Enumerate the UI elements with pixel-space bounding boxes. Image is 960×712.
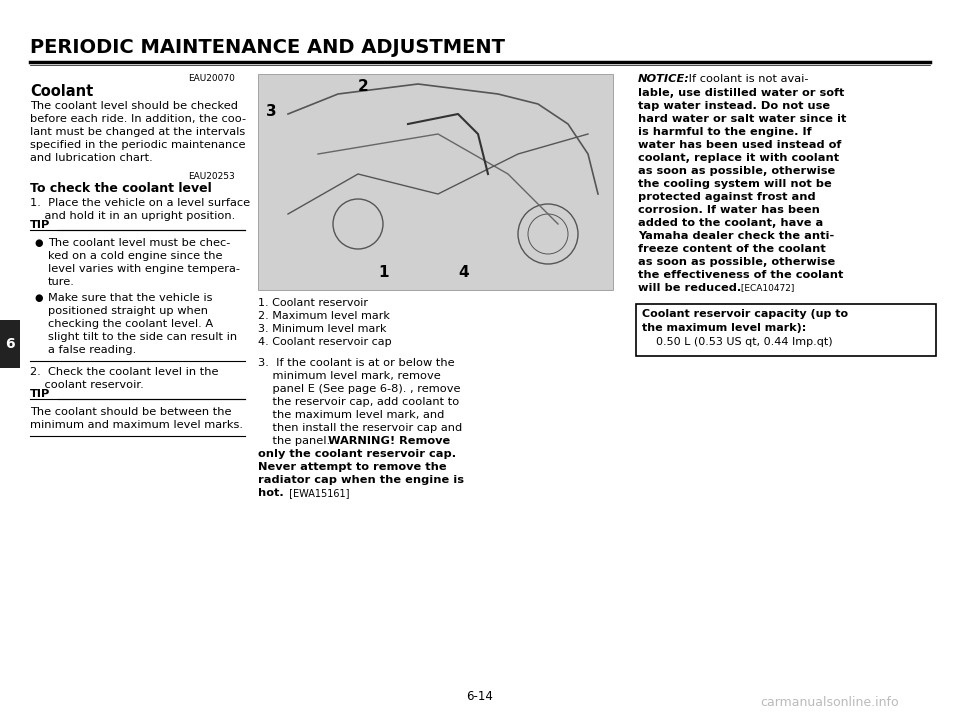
Text: 3. Minimum level mark: 3. Minimum level mark (258, 324, 387, 334)
Text: [ECA10472]: [ECA10472] (738, 283, 794, 292)
Text: panel E (See page 6-8). , remove: panel E (See page 6-8). , remove (258, 384, 461, 394)
Text: 1. Coolant reservoir: 1. Coolant reservoir (258, 298, 368, 308)
Text: lant must be changed at the intervals: lant must be changed at the intervals (30, 127, 245, 137)
Text: WARNING! Remove: WARNING! Remove (328, 436, 450, 446)
Text: 3.  If the coolant is at or below the: 3. If the coolant is at or below the (258, 358, 455, 368)
Text: Coolant: Coolant (30, 84, 93, 99)
Text: The coolant should be between the: The coolant should be between the (30, 407, 231, 417)
Text: The coolant level should be checked: The coolant level should be checked (30, 101, 238, 111)
Text: 1.  Place the vehicle on a level surface: 1. Place the vehicle on a level surface (30, 198, 251, 208)
Text: freeze content of the coolant: freeze content of the coolant (638, 244, 826, 254)
Text: as soon as possible, otherwise: as soon as possible, otherwise (638, 257, 835, 267)
Text: ture.: ture. (48, 277, 75, 287)
FancyBboxPatch shape (636, 304, 936, 356)
Text: Coolant reservoir capacity (up to: Coolant reservoir capacity (up to (642, 309, 848, 319)
Text: carmanualsonline.info: carmanualsonline.info (760, 696, 899, 709)
Text: 4. Coolant reservoir cap: 4. Coolant reservoir cap (258, 337, 392, 347)
Text: NOTICE:: NOTICE: (638, 74, 689, 84)
Text: protected against frost and: protected against frost and (638, 192, 816, 202)
Text: positioned straight up when: positioned straight up when (48, 306, 208, 316)
Text: 2. Maximum level mark: 2. Maximum level mark (258, 311, 390, 321)
Text: 6-14: 6-14 (467, 690, 493, 703)
Text: [EWA15161]: [EWA15161] (286, 488, 349, 498)
Text: slight tilt to the side can result in: slight tilt to the side can result in (48, 332, 237, 342)
Text: and hold it in an upright position.: and hold it in an upright position. (30, 211, 235, 221)
Text: 2: 2 (358, 79, 369, 94)
Text: will be reduced.: will be reduced. (638, 283, 741, 293)
Text: ●: ● (34, 293, 42, 303)
Text: hot.: hot. (258, 488, 284, 498)
Text: 1: 1 (378, 265, 389, 280)
Text: TIP: TIP (30, 389, 50, 399)
Text: EAU20253: EAU20253 (188, 172, 235, 181)
Text: minimum and maximum level marks.: minimum and maximum level marks. (30, 420, 243, 430)
Text: level varies with engine tempera-: level varies with engine tempera- (48, 264, 240, 274)
Text: the maximum level mark, and: the maximum level mark, and (258, 410, 444, 420)
Text: checking the coolant level. A: checking the coolant level. A (48, 319, 213, 329)
Text: 2.  Check the coolant level in the: 2. Check the coolant level in the (30, 367, 219, 377)
Text: Yamaha dealer check the anti-: Yamaha dealer check the anti- (638, 231, 834, 241)
Text: TIP: TIP (30, 220, 50, 230)
Text: coolant, replace it with coolant: coolant, replace it with coolant (638, 153, 839, 163)
Text: the effectiveness of the coolant: the effectiveness of the coolant (638, 270, 844, 280)
Text: a false reading.: a false reading. (48, 345, 136, 355)
Text: hard water or salt water since it: hard water or salt water since it (638, 114, 847, 124)
Text: specified in the periodic maintenance: specified in the periodic maintenance (30, 140, 246, 150)
FancyBboxPatch shape (0, 320, 20, 368)
Text: before each ride. In addition, the coo-: before each ride. In addition, the coo- (30, 114, 246, 124)
Text: 6: 6 (5, 337, 14, 351)
Text: ●: ● (34, 238, 42, 248)
Text: PERIODIC MAINTENANCE AND ADJUSTMENT: PERIODIC MAINTENANCE AND ADJUSTMENT (30, 38, 505, 57)
Text: Never attempt to remove the: Never attempt to remove the (258, 462, 446, 472)
Text: 0.50 L (0.53 US qt, 0.44 Imp.qt): 0.50 L (0.53 US qt, 0.44 Imp.qt) (642, 337, 832, 347)
Text: 4: 4 (458, 265, 468, 280)
Text: minimum level mark, remove: minimum level mark, remove (258, 371, 441, 381)
Text: added to the coolant, have a: added to the coolant, have a (638, 218, 824, 228)
Text: coolant reservoir.: coolant reservoir. (30, 380, 144, 390)
Text: the reservoir cap, add coolant to: the reservoir cap, add coolant to (258, 397, 459, 407)
Text: the maximum level mark):: the maximum level mark): (642, 323, 806, 333)
Text: 3: 3 (266, 104, 276, 119)
Text: The coolant level must be chec-: The coolant level must be chec- (48, 238, 230, 248)
Text: lable, use distilled water or soft: lable, use distilled water or soft (638, 88, 845, 98)
Text: radiator cap when the engine is: radiator cap when the engine is (258, 475, 464, 485)
Text: Make sure that the vehicle is: Make sure that the vehicle is (48, 293, 212, 303)
Text: If coolant is not avai-: If coolant is not avai- (685, 74, 808, 84)
Text: EAU20070: EAU20070 (188, 74, 235, 83)
Text: tap water instead. Do not use: tap water instead. Do not use (638, 101, 830, 111)
Text: and lubrication chart.: and lubrication chart. (30, 153, 153, 163)
Text: the cooling system will not be: the cooling system will not be (638, 179, 831, 189)
Text: water has been used instead of: water has been used instead of (638, 140, 841, 150)
Text: only the coolant reservoir cap.: only the coolant reservoir cap. (258, 449, 456, 459)
Text: ked on a cold engine since the: ked on a cold engine since the (48, 251, 223, 261)
Text: is harmful to the engine. If: is harmful to the engine. If (638, 127, 811, 137)
Text: then install the reservoir cap and: then install the reservoir cap and (258, 423, 463, 433)
Text: To check the coolant level: To check the coolant level (30, 182, 212, 195)
Text: corrosion. If water has been: corrosion. If water has been (638, 205, 820, 215)
Text: the panel.: the panel. (258, 436, 334, 446)
FancyBboxPatch shape (258, 74, 613, 290)
Text: as soon as possible, otherwise: as soon as possible, otherwise (638, 166, 835, 176)
